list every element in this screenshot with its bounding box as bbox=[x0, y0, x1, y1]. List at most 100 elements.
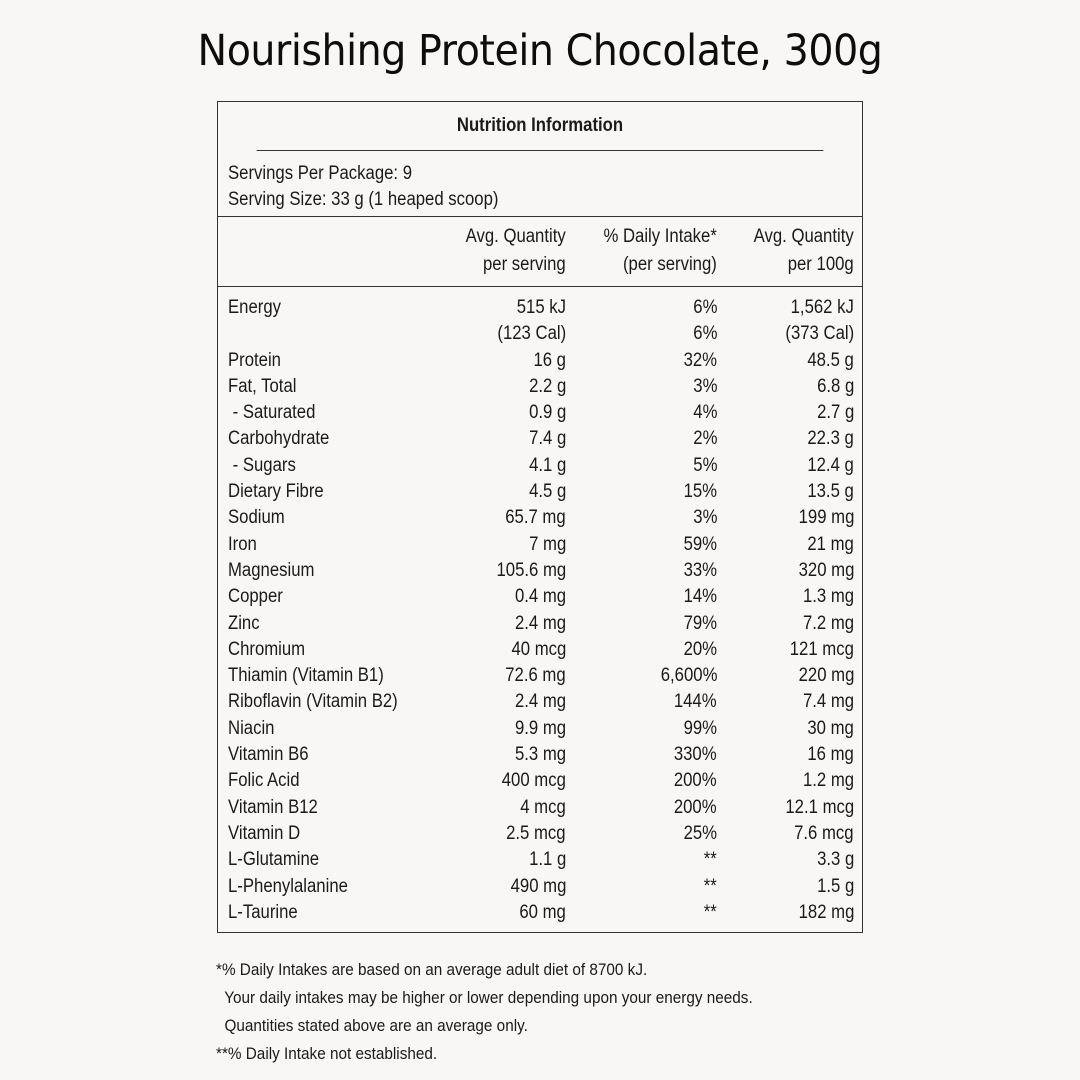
nutrient-name: Zinc bbox=[228, 612, 260, 634]
product-title: Nourishing Protein Chocolate, 300g bbox=[197, 26, 883, 76]
per-100g-value: 22.3 g bbox=[807, 428, 854, 450]
nutrient-row: Protein 16 g 32% 48.5 g bbox=[218, 348, 862, 374]
per-serving-value: 7 mg bbox=[528, 533, 566, 555]
per-100g-value: 7.2 mg bbox=[802, 612, 854, 634]
daily-intake-value: 4% bbox=[692, 402, 717, 424]
nutrient-row: Vitamin D 2.5 mcg 25% 7.6 mcg bbox=[218, 821, 862, 847]
per-serving-value: 1.1 g bbox=[528, 849, 566, 871]
nutrient-row: Zinc 2.4 mg 79% 7.2 mg bbox=[218, 611, 862, 637]
nutrient-row: - Sugars 4.1 g 5% 12.4 g bbox=[218, 453, 862, 479]
per-serving-value: 72.6 mg bbox=[505, 665, 566, 687]
col-header-line: % Daily Intake* bbox=[603, 226, 717, 247]
serving-size: Serving Size: 33 g (1 heaped scoop) bbox=[228, 189, 499, 210]
nutrient-row: Magnesium 105.6 mg 33% 320 mg bbox=[218, 558, 862, 584]
daily-intake-value: 59% bbox=[683, 533, 717, 555]
daily-intake-value: 14% bbox=[683, 586, 717, 608]
per-serving-value: 9.9 mg bbox=[514, 717, 566, 739]
per-serving-value: 400 mcg bbox=[501, 770, 566, 792]
footnote-line: *% Daily Intakes are based on an average… bbox=[216, 960, 648, 979]
nutrient-row: Fat, Total 2.2 g 3% 6.8 g bbox=[218, 374, 862, 400]
nutrient-row: L-Taurine 60 mg ** 182 mg bbox=[218, 900, 862, 926]
column-headers: Avg. Quantity per serving % Daily Intake… bbox=[218, 217, 862, 287]
nutrient-row: Thiamin (Vitamin B1) 72.6 mg 6,600% 220 mg bbox=[218, 663, 862, 689]
nutrient-name: Chromium bbox=[228, 638, 306, 660]
daily-intake-value: 6,600% bbox=[660, 665, 717, 687]
daily-intake-value: ** bbox=[703, 901, 717, 923]
col-header-daily-intake: % Daily Intake* (per serving) bbox=[588, 223, 717, 279]
per-100g-value: 121 mcg bbox=[789, 638, 854, 660]
per-serving-value: 4.5 g bbox=[528, 481, 566, 503]
col-header-line: Avg. Quantity bbox=[465, 226, 566, 247]
per-serving-value: 16 g bbox=[533, 349, 566, 371]
nutrient-name: Copper bbox=[228, 586, 283, 608]
daily-intake-value: ** bbox=[703, 849, 717, 871]
footnotes: *% Daily Intakes are based on an average… bbox=[216, 956, 812, 1068]
per-serving-value: 5.3 mg bbox=[514, 744, 566, 766]
per-serving-value: 2.5 mcg bbox=[506, 822, 566, 844]
nutrient-row: Vitamin B12 4 mcg 200% 12.1 mcg bbox=[218, 795, 862, 821]
per-serving-value: 2.4 mg bbox=[514, 691, 566, 713]
per-serving-value: 65.7 mg bbox=[505, 507, 566, 529]
nutrient-name: Energy bbox=[228, 297, 281, 318]
daily-intake-value: 200% bbox=[674, 796, 717, 818]
nutrient-name: L-Taurine bbox=[228, 901, 298, 923]
nutrient-name: Vitamin B12 bbox=[228, 796, 318, 818]
footnote-line: **% Daily Intake not established. bbox=[216, 1044, 438, 1063]
nutrient-name: L-Phenylalanine bbox=[228, 875, 348, 897]
per-serving-value: 4.1 g bbox=[528, 454, 566, 476]
daily-intake-value: 200% bbox=[674, 770, 717, 792]
col-header-line: per 100g bbox=[787, 254, 854, 275]
per-100g-value: 16 mg bbox=[807, 744, 854, 766]
nutrient-row: Dietary Fibre 4.5 g 15% 13.5 g bbox=[218, 479, 862, 505]
daily-intake-value: 20% bbox=[683, 638, 717, 660]
daily-intake-value: 15% bbox=[683, 481, 717, 503]
col-header-line: per serving bbox=[483, 254, 566, 275]
col-header-per-100g: Avg. Quantity per 100g bbox=[740, 223, 854, 279]
col-header-per-serving: Avg. Quantity per serving bbox=[452, 223, 566, 279]
per-serving-value: 2.4 mg bbox=[514, 612, 566, 634]
nutrient-name: Protein bbox=[228, 349, 281, 371]
per-serving-value: 0.9 g bbox=[528, 402, 566, 424]
per-100g-value: 182 mg bbox=[798, 901, 854, 923]
nutrient-name: - Saturated bbox=[228, 402, 316, 424]
nutrient-name: Niacin bbox=[228, 717, 275, 739]
nutrition-panel: Nutrition Information Servings Per Packa… bbox=[217, 101, 863, 933]
nutrient-name: Vitamin D bbox=[228, 822, 301, 844]
per-100g-value: 12.4 g bbox=[807, 454, 854, 476]
per-serving-value: 105.6 mg bbox=[496, 559, 566, 581]
nutrient-row: Folic Acid 400 mcg 200% 1.2 mg bbox=[218, 768, 862, 794]
panel-heading: Nutrition Information bbox=[256, 102, 824, 151]
nutrient-name: Thiamin (Vitamin B1) bbox=[228, 665, 384, 687]
per-100g-value: 220 mg bbox=[798, 665, 854, 687]
daily-intake-value: 2% bbox=[692, 428, 717, 450]
daily-intake-value: 25% bbox=[683, 822, 717, 844]
daily-intake-value: 3% bbox=[692, 375, 717, 397]
nutrient-row: Copper 0.4 mg 14% 1.3 mg bbox=[218, 584, 862, 610]
nutrient-name: - Sugars bbox=[228, 454, 296, 476]
per-serving-value: 60 mg bbox=[519, 901, 566, 923]
daily-intake-value: ** bbox=[703, 875, 717, 897]
nutrient-row: - Saturated 0.9 g 4% 2.7 g bbox=[218, 400, 862, 426]
nutrient-row: Carbohydrate 7.4 g 2% 22.3 g bbox=[218, 426, 862, 452]
per-100g-value: 1,562 kJ bbox=[790, 297, 854, 318]
per-serving-value: 0.4 mg bbox=[514, 586, 566, 608]
per-100g-value: 1.5 g bbox=[816, 875, 854, 897]
daily-intake-value: 99% bbox=[683, 717, 717, 739]
nutrient-row: Niacin 9.9 mg 99% 30 mg bbox=[218, 716, 862, 742]
nutrient-name: Riboflavin (Vitamin B2) bbox=[228, 691, 398, 713]
per-100g-value: 48.5 g bbox=[807, 349, 854, 371]
per-serving-value: 4 mcg bbox=[520, 796, 566, 818]
per-100g-value: 7.4 mg bbox=[802, 691, 854, 713]
per-serving-value: 490 mg bbox=[510, 875, 566, 897]
nutrient-row: Riboflavin (Vitamin B2) 2.4 mg 144% 7.4 mg bbox=[218, 689, 862, 715]
per-100g-value: 199 mg bbox=[798, 507, 854, 529]
daily-intake-value: 6% bbox=[692, 323, 717, 345]
col-header-line: (per serving) bbox=[623, 254, 717, 275]
nutrient-row: Energy 515 kJ 6% 1,562 kJ bbox=[218, 295, 862, 321]
nutrient-row: L-Glutamine 1.1 g ** 3.3 g bbox=[218, 847, 862, 873]
footnote-line: Quantities stated above are an average o… bbox=[216, 1016, 528, 1035]
nutrient-name: Carbohydrate bbox=[228, 428, 330, 450]
nutrient-row: Sodium 65.7 mg 3% 199 mg bbox=[218, 505, 862, 531]
col-header-line: Avg. Quantity bbox=[753, 226, 854, 247]
servings-per-package: Servings Per Package: 9 bbox=[228, 163, 413, 184]
